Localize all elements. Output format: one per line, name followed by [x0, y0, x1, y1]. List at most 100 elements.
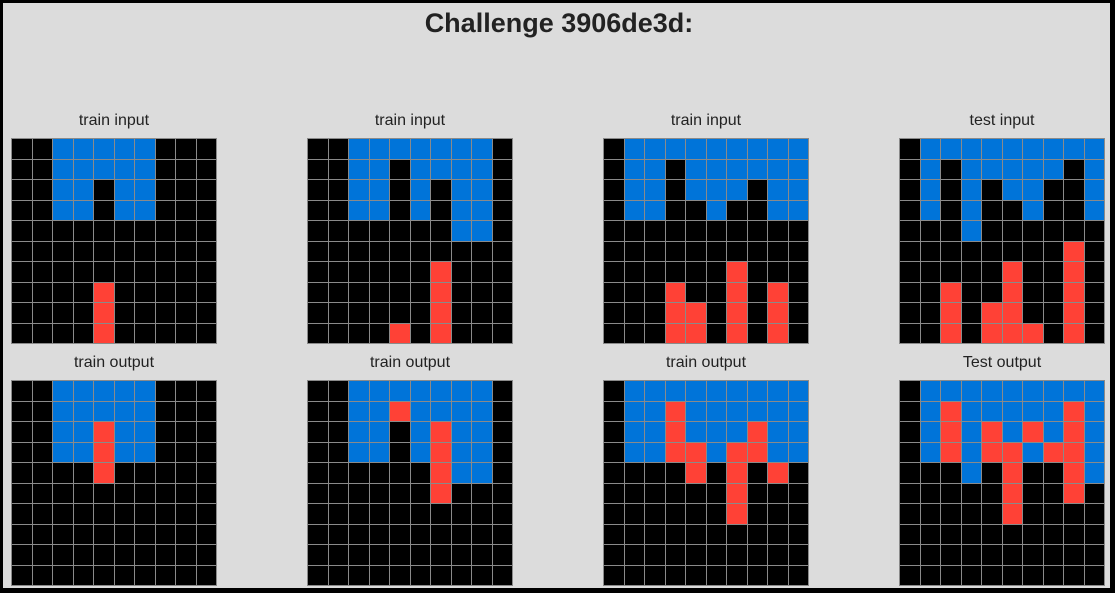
grid-cell — [196, 565, 216, 585]
grid-cell — [727, 524, 747, 544]
panel-train-input-3: train input — [603, 111, 809, 344]
grid-cell — [645, 159, 665, 179]
grid-cell — [472, 221, 492, 241]
grid — [11, 138, 217, 344]
grid-cell — [472, 323, 492, 343]
grid-cell — [900, 221, 920, 241]
grid-cell — [451, 463, 471, 483]
grid — [307, 138, 513, 344]
grid-cell — [53, 565, 73, 585]
grid-cell — [114, 262, 134, 282]
grid-cell — [410, 180, 430, 200]
grid-cell — [788, 442, 808, 462]
grid-cell — [135, 565, 155, 585]
grid-cell — [492, 442, 512, 462]
grid-cell — [73, 200, 93, 220]
grid-cell — [53, 323, 73, 343]
grid-cell — [328, 159, 348, 179]
grid-cell — [94, 381, 114, 401]
grid-cell — [369, 200, 389, 220]
grid-cell — [135, 282, 155, 302]
grid-cell — [308, 545, 328, 565]
grid-cell — [451, 241, 471, 261]
grid-cell — [410, 524, 430, 544]
grid — [307, 380, 513, 586]
grid-cell — [472, 282, 492, 302]
grid-cell — [114, 483, 134, 503]
grid-cell — [451, 545, 471, 565]
grid-cell — [624, 422, 644, 442]
grid-cell — [1002, 221, 1022, 241]
grid-cell — [492, 303, 512, 323]
grid-cell — [645, 422, 665, 442]
grid-cell — [665, 463, 685, 483]
grid-cell — [604, 422, 624, 442]
grid-cell — [747, 565, 767, 585]
grid-cell — [308, 159, 328, 179]
grid-cell — [114, 463, 134, 483]
grid-cell — [961, 262, 981, 282]
grid-cell — [451, 422, 471, 442]
grid-cell — [32, 442, 52, 462]
grid-cell — [410, 504, 430, 524]
grid-cell — [328, 323, 348, 343]
grid-cell — [900, 262, 920, 282]
grid-cell — [308, 565, 328, 585]
grid-cell — [472, 381, 492, 401]
grid-cell — [451, 401, 471, 421]
grid-cell — [1002, 442, 1022, 462]
grid-cell — [747, 463, 767, 483]
grid-cell — [73, 442, 93, 462]
grid-cell — [73, 139, 93, 159]
grid-cell — [961, 180, 981, 200]
grid-cell — [920, 159, 940, 179]
grid-cell — [390, 565, 410, 585]
grid-cell — [390, 139, 410, 159]
grid-cell — [645, 221, 665, 241]
grid-cell — [747, 159, 767, 179]
grid-cell — [768, 200, 788, 220]
grid-cell — [920, 282, 940, 302]
grid-cell — [768, 422, 788, 442]
grid-cell — [410, 159, 430, 179]
grid-cell — [410, 422, 430, 442]
grid-cell — [135, 504, 155, 524]
grid-cell — [431, 422, 451, 442]
grid-cell — [604, 262, 624, 282]
grid-cell — [328, 241, 348, 261]
grid-cell — [982, 381, 1002, 401]
grid-cell — [12, 504, 32, 524]
grid-cell — [431, 463, 451, 483]
panel-train-input-2: train input — [307, 111, 513, 344]
grid-cell — [1023, 303, 1043, 323]
grid-cell — [645, 442, 665, 462]
grid-cell — [941, 381, 961, 401]
grid-cell — [706, 139, 726, 159]
grid-cell — [920, 442, 940, 462]
grid-cell — [768, 323, 788, 343]
grid-cell — [706, 504, 726, 524]
grid-cell — [369, 303, 389, 323]
grid-cell — [328, 545, 348, 565]
grid-cell — [94, 241, 114, 261]
grid-cell — [706, 323, 726, 343]
grid-cell — [135, 139, 155, 159]
grid-cell — [1002, 545, 1022, 565]
grid-cell — [624, 442, 644, 462]
grid-cell — [1064, 463, 1084, 483]
grid-cell — [941, 159, 961, 179]
grid-cell — [727, 545, 747, 565]
grid-cell — [665, 545, 685, 565]
grid-cell — [369, 139, 389, 159]
grid-cell — [53, 545, 73, 565]
grid-cell — [155, 200, 175, 220]
grid-cell — [451, 262, 471, 282]
grid-cell — [686, 221, 706, 241]
grid-cell — [788, 221, 808, 241]
grid-cell — [900, 139, 920, 159]
grid-cell — [12, 303, 32, 323]
grid-cell — [12, 545, 32, 565]
grid-cell — [706, 545, 726, 565]
grid-cell — [308, 422, 328, 442]
grid-cell — [32, 159, 52, 179]
